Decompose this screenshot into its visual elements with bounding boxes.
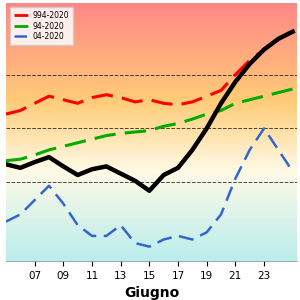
X-axis label: Giugno: Giugno — [124, 286, 179, 300]
Legend: 994-2020, 94-2020, 04-2020: 994-2020, 94-2020, 04-2020 — [10, 7, 73, 45]
